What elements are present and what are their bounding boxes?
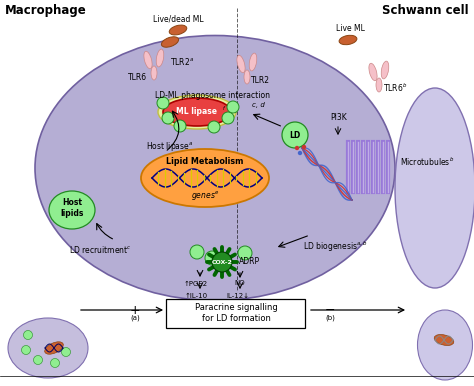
Text: ML lipase: ML lipase bbox=[176, 107, 218, 117]
Circle shape bbox=[162, 112, 174, 124]
Ellipse shape bbox=[141, 149, 269, 207]
Text: c, d: c, d bbox=[252, 102, 265, 108]
Ellipse shape bbox=[158, 95, 236, 129]
Circle shape bbox=[282, 122, 308, 148]
Circle shape bbox=[238, 246, 252, 260]
Ellipse shape bbox=[418, 310, 473, 380]
Text: LD biogenesis$^{a, b}$: LD biogenesis$^{a, b}$ bbox=[303, 240, 367, 254]
Text: NO: NO bbox=[235, 280, 246, 286]
Text: genes$^e$: genes$^e$ bbox=[191, 188, 219, 201]
Circle shape bbox=[24, 330, 33, 340]
Ellipse shape bbox=[162, 37, 179, 47]
Ellipse shape bbox=[339, 35, 357, 45]
Circle shape bbox=[174, 120, 186, 132]
Ellipse shape bbox=[249, 53, 257, 71]
Ellipse shape bbox=[45, 342, 64, 354]
Circle shape bbox=[302, 145, 306, 149]
Text: Host lipase$^a$: Host lipase$^a$ bbox=[146, 140, 193, 153]
Text: Host
lipids: Host lipids bbox=[60, 198, 84, 218]
Ellipse shape bbox=[169, 25, 187, 35]
Text: Schwann cell: Schwann cell bbox=[383, 4, 469, 17]
Text: TLR6: TLR6 bbox=[128, 73, 147, 82]
Text: TLR2$^a$: TLR2$^a$ bbox=[170, 56, 194, 67]
Text: ↑IL-10: ↑IL-10 bbox=[184, 293, 208, 299]
Ellipse shape bbox=[163, 98, 231, 126]
Circle shape bbox=[190, 245, 204, 259]
Circle shape bbox=[212, 252, 232, 272]
Circle shape bbox=[21, 345, 30, 354]
Text: +: + bbox=[130, 303, 140, 317]
Ellipse shape bbox=[156, 49, 164, 67]
Circle shape bbox=[298, 151, 302, 155]
Circle shape bbox=[157, 97, 169, 109]
Circle shape bbox=[295, 146, 299, 150]
Text: PI3K: PI3K bbox=[330, 113, 347, 122]
Text: Macrophage: Macrophage bbox=[5, 4, 87, 17]
Circle shape bbox=[227, 101, 239, 113]
Text: LD-ML phagosome interaction: LD-ML phagosome interaction bbox=[155, 91, 271, 100]
Text: (b): (b) bbox=[325, 315, 335, 321]
Text: $^f$: $^f$ bbox=[222, 105, 227, 111]
Ellipse shape bbox=[49, 191, 95, 229]
Circle shape bbox=[205, 251, 219, 265]
Ellipse shape bbox=[376, 78, 382, 92]
Ellipse shape bbox=[144, 51, 152, 69]
Text: IL-12↓: IL-12↓ bbox=[227, 293, 249, 299]
Ellipse shape bbox=[35, 36, 395, 300]
Text: Lipid Metabolism: Lipid Metabolism bbox=[166, 157, 244, 166]
Text: Live ML: Live ML bbox=[336, 24, 365, 33]
Ellipse shape bbox=[369, 63, 377, 81]
Circle shape bbox=[208, 121, 220, 133]
Ellipse shape bbox=[151, 66, 157, 80]
Text: COX-2: COX-2 bbox=[211, 259, 232, 264]
Circle shape bbox=[51, 359, 60, 367]
Text: (a): (a) bbox=[130, 315, 140, 321]
Circle shape bbox=[34, 356, 43, 364]
Ellipse shape bbox=[8, 318, 88, 378]
Text: −: − bbox=[325, 303, 335, 317]
Text: TLR6$^b$: TLR6$^b$ bbox=[383, 82, 407, 95]
Ellipse shape bbox=[395, 88, 474, 288]
Circle shape bbox=[222, 112, 234, 124]
Text: Live/dead ML: Live/dead ML bbox=[153, 14, 203, 23]
Ellipse shape bbox=[237, 55, 245, 73]
Circle shape bbox=[62, 347, 71, 357]
Text: Paracrine signalling
for LD formation: Paracrine signalling for LD formation bbox=[195, 303, 277, 323]
Text: ADRP: ADRP bbox=[239, 257, 260, 266]
Ellipse shape bbox=[244, 70, 250, 84]
Text: LD: LD bbox=[289, 130, 301, 139]
Text: LD recruitment$^c$: LD recruitment$^c$ bbox=[69, 244, 131, 255]
Text: ↑PGE2: ↑PGE2 bbox=[184, 281, 208, 287]
Text: Microtubules$^b$: Microtubules$^b$ bbox=[400, 156, 454, 168]
Ellipse shape bbox=[381, 61, 389, 79]
Text: TLR2: TLR2 bbox=[251, 76, 270, 85]
FancyBboxPatch shape bbox=[166, 298, 306, 327]
Ellipse shape bbox=[434, 335, 454, 345]
